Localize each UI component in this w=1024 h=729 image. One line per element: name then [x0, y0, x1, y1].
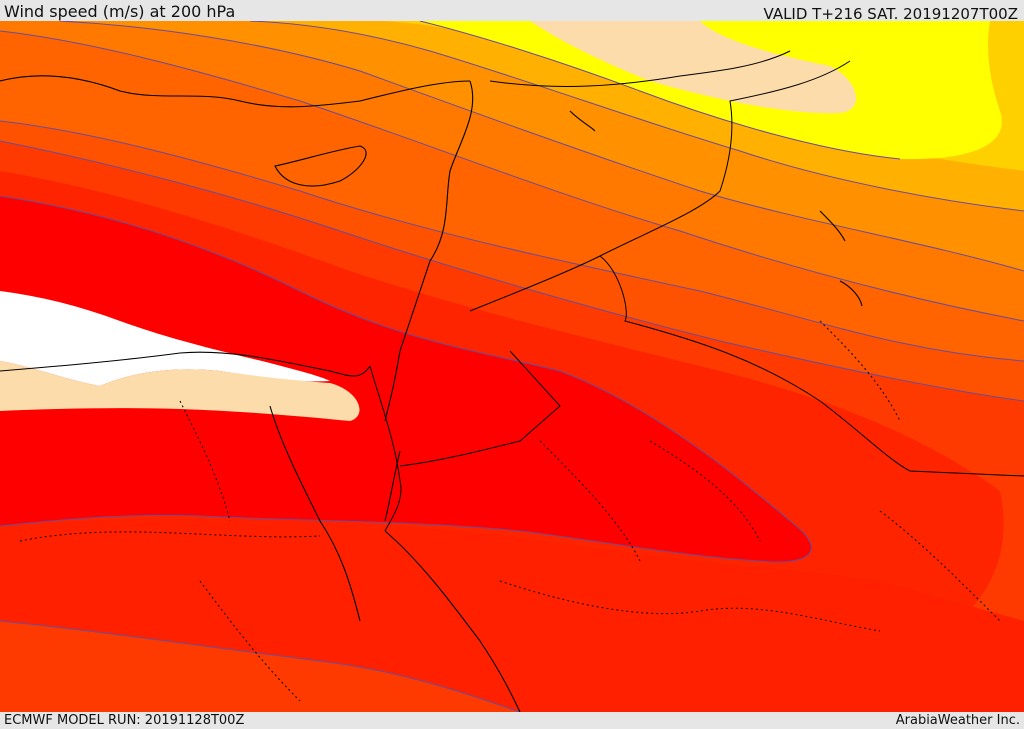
band-white-core: [0, 291, 330, 386]
band-pure-red: [0, 196, 812, 562]
header-bar: Wind speed (m/s) at 200 hPa VALID T+216 …: [0, 0, 1024, 23]
admin-borders: [19, 320, 1001, 702]
band-cream-core: [0, 361, 360, 421]
credit-label: ArabiaWeather Inc.: [895, 713, 1020, 728]
country-borders: [369, 50, 1024, 532]
coastlines: [0, 75, 863, 712]
band-cream-north: [530, 21, 857, 114]
wind-speed-map: [0, 21, 1024, 712]
model-run-label: ECMWF MODEL RUN: 20191128T00Z: [4, 713, 245, 728]
valid-time-label: VALID T+216 SAT. 20191207T00Z: [763, 5, 1018, 23]
chart-title: Wind speed (m/s) at 200 hPa: [4, 2, 236, 21]
map-canvas: [0, 21, 1024, 712]
band-bottom-orange: [0, 621, 520, 712]
footer-bar: ECMWF MODEL RUN: 20191128T00Z ArabiaWeat…: [0, 712, 1024, 729]
isotach-contours: [0, 21, 1024, 712]
